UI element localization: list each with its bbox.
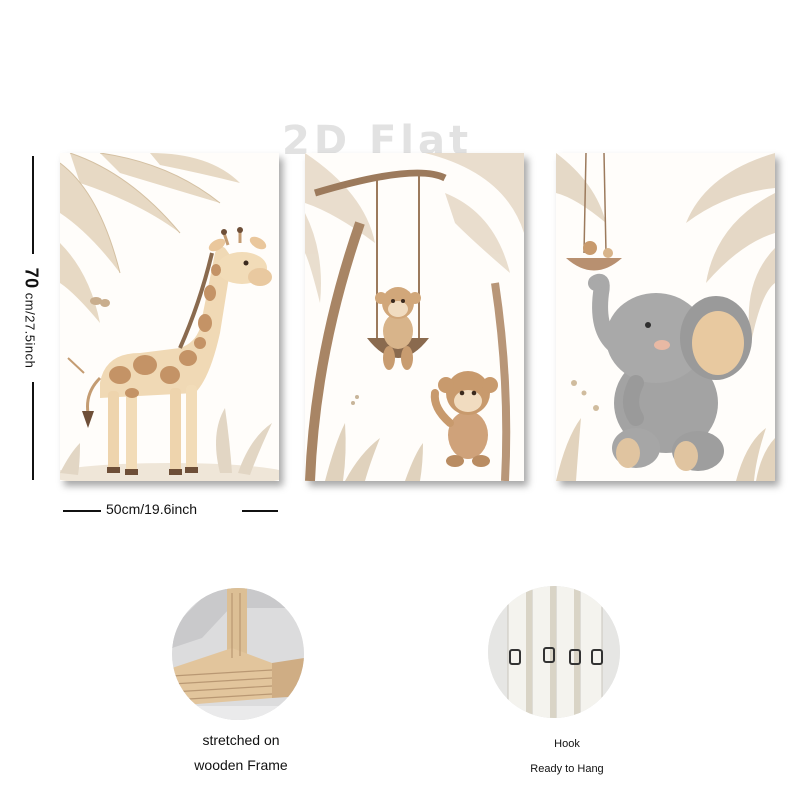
hook-icon	[488, 586, 620, 718]
width-dimension-line-right	[242, 510, 278, 512]
height-dimension-line-top	[32, 156, 34, 254]
width-dimension-line-left	[63, 510, 101, 512]
monkey-icon	[305, 153, 524, 481]
hook-detail	[488, 586, 620, 718]
canvas-panel-monkeys	[305, 153, 524, 481]
wooden-frame-icon	[172, 588, 304, 720]
wooden-frame-detail	[172, 588, 304, 720]
canvas-panel-elephant	[556, 153, 775, 481]
canvas-panel-giraffe	[60, 153, 279, 481]
hook-caption-line1: Hook	[554, 738, 580, 750]
height-unit: cm/27.5inch	[22, 292, 38, 369]
height-dimension-line-bottom	[32, 382, 34, 480]
height-value: 70	[21, 267, 42, 289]
frame-caption-line2: wooden Frame	[194, 757, 288, 773]
frame-caption-line1: stretched on	[202, 732, 280, 748]
giraffe-icon	[60, 153, 279, 481]
hook-caption-line2: Ready to Hang	[530, 763, 604, 775]
width-dimension-label: 50cm/19.6inch	[106, 501, 198, 517]
elephant-icon	[556, 153, 775, 481]
